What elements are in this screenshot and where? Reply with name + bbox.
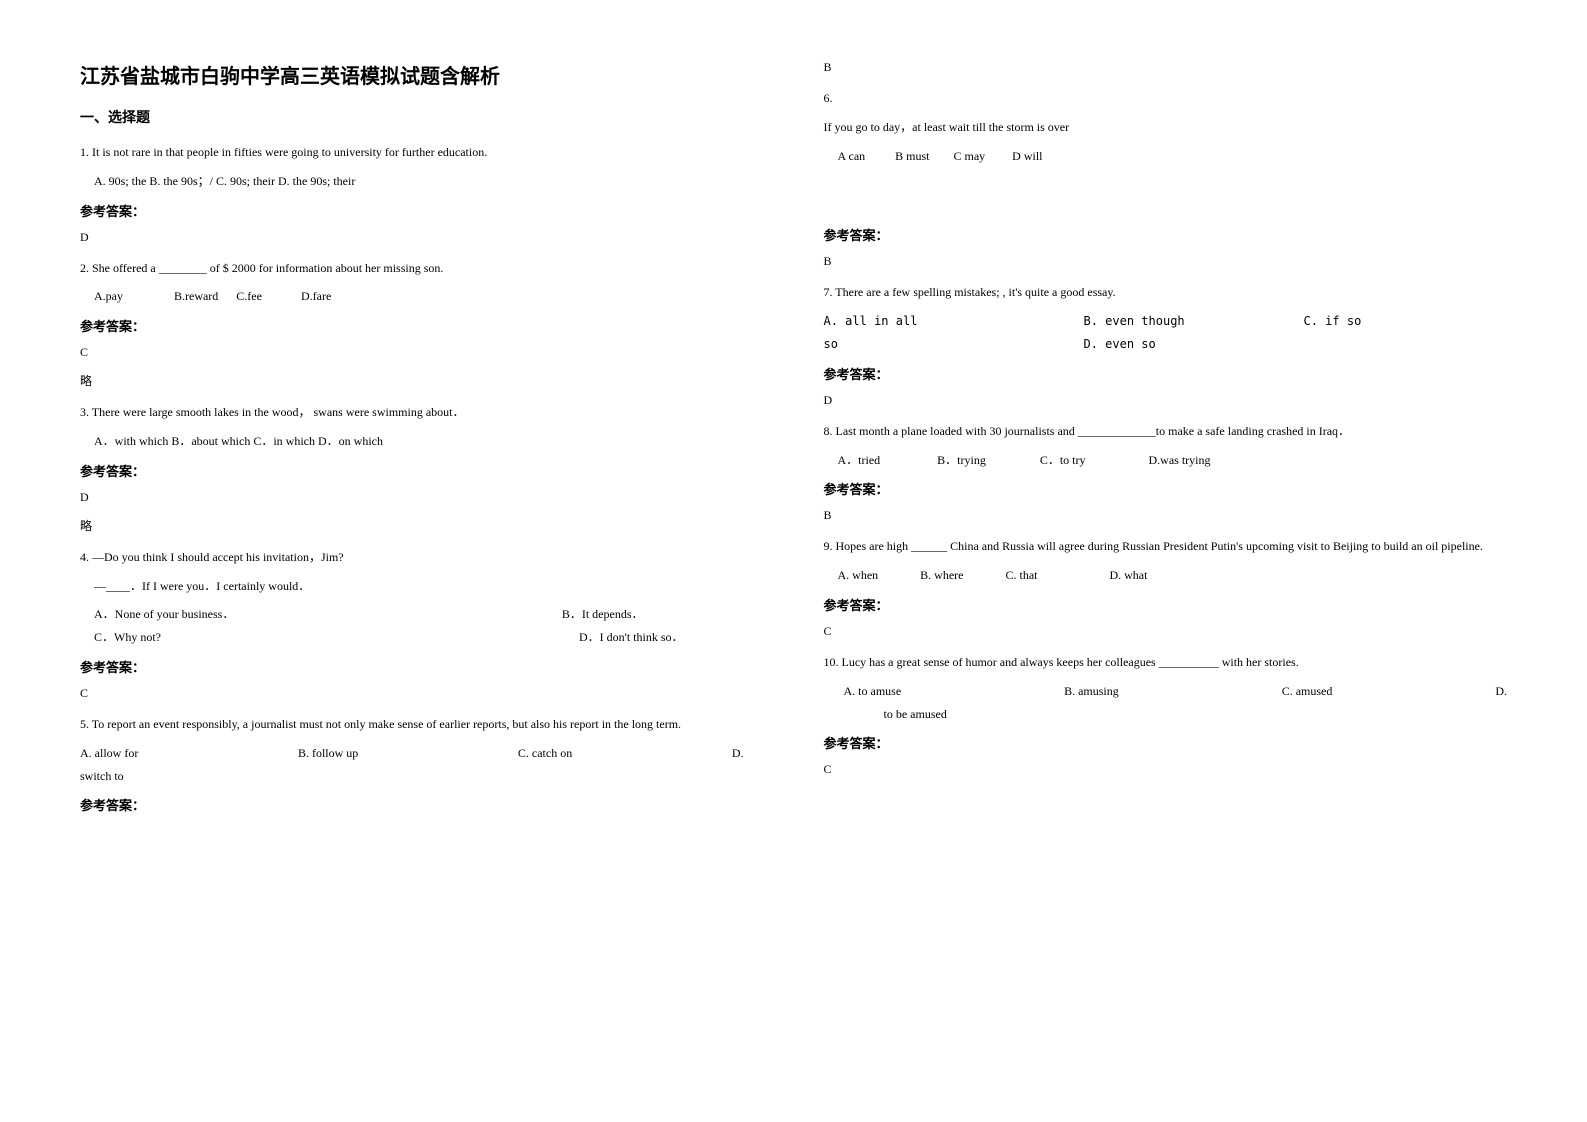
q10-answer-label: 参考答案：	[824, 733, 1508, 752]
q1-options: A. 90s; the B. the 90s；/ C. 90s; their D…	[80, 170, 744, 193]
q5-text: 5. To report an event responsibly, a jou…	[80, 713, 744, 736]
q5-answer-label: 参考答案：	[80, 795, 744, 814]
q10-optA: A. to amuse	[844, 680, 902, 703]
q1-answer-label: 参考答案：	[80, 201, 744, 220]
section-header: 一、选择题	[80, 107, 744, 127]
q7-optD: D. even so	[1084, 333, 1156, 356]
q6-num: 6.	[824, 87, 1508, 110]
q7-answer-label: 参考答案：	[824, 364, 1508, 383]
q7-text: 7. There are a few spelling mistakes; , …	[824, 281, 1508, 304]
q8-answer-label: 参考答案：	[824, 479, 1508, 498]
q10-optD-rest: to be amused	[824, 703, 1508, 726]
q8-options: A．tried B．trying C．to try D.was trying	[824, 449, 1508, 472]
page-title: 江苏省盐城市白驹中学高三英语模拟试题含解析	[80, 60, 744, 89]
q7-optB: B. even though	[1084, 310, 1304, 333]
q5-optD-rest: switch to	[80, 765, 744, 788]
q9-answer: C	[824, 624, 1508, 639]
q4-optB: B．It depends．	[562, 603, 644, 626]
right-column: B 6. If you go to day，at least wait till…	[794, 0, 1587, 1122]
q5-answer: B	[824, 60, 1508, 75]
q8-text: 8. Last month a plane loaded with 30 jou…	[824, 420, 1508, 443]
q9-options: A. when B. where C. that D. what	[824, 564, 1508, 587]
q6-options: A can B must C may D will	[824, 145, 1508, 168]
q3-answer: D	[80, 490, 744, 505]
q6-text: If you go to day，at least wait till the …	[824, 116, 1508, 139]
q10-options-row: A. to amuse B. amusing C. amused D.	[824, 680, 1508, 703]
q7-options-row2: so D. even so	[824, 333, 1508, 356]
q4-options-row1: A．None of your business． B．It depends．	[80, 603, 744, 626]
q2-answer: C	[80, 345, 744, 360]
q3-note: 略	[80, 517, 744, 534]
q2-options: A.pay B.reward C.fee D.fare	[80, 285, 744, 308]
q4-optC: C．Why not?	[94, 626, 161, 649]
q10-optC: C. amused	[1282, 680, 1333, 703]
q3-text: 3. There were large smooth lakes in the …	[80, 401, 744, 424]
q6-answer: B	[824, 254, 1508, 269]
q5-optB: B. follow up	[298, 742, 358, 765]
q1-answer: D	[80, 230, 744, 245]
q4-line2: —____．If I were you．I certainly would．	[80, 575, 744, 598]
q5-optA: A. allow for	[80, 742, 138, 765]
q2-answer-label: 参考答案：	[80, 316, 744, 335]
q5-options-row: A. allow for B. follow up C. catch on D.	[80, 742, 744, 765]
q4-optD: D．I don't think so．	[579, 626, 684, 649]
q7-so: so	[824, 333, 1084, 356]
q7-options-row1: A. all in all B. even though C. if so	[824, 310, 1508, 333]
q1-text: 1. It is not rare in that people in fift…	[80, 141, 744, 164]
q6-answer-label: 参考答案：	[824, 225, 1508, 244]
q4-optA: A．None of your business．	[94, 603, 234, 626]
q7-answer: D	[824, 393, 1508, 408]
q2-text: 2. She offered a ________ of $ 2000 for …	[80, 257, 744, 280]
q10-text: 10. Lucy has a great sense of humor and …	[824, 651, 1508, 674]
q10-optDprefix: D.	[1495, 680, 1507, 703]
q9-text: 9. Hopes are high ______ China and Russi…	[824, 535, 1508, 558]
q8-answer: B	[824, 508, 1508, 523]
q2-note: 略	[80, 372, 744, 389]
q4-answer: C	[80, 686, 744, 701]
q3-options: A．with which B．about which C．in which D．…	[80, 430, 744, 453]
q4-options-row2: C．Why not? D．I don't think so．	[80, 626, 744, 649]
q9-answer-label: 参考答案：	[824, 595, 1508, 614]
q5-optDprefix: D.	[732, 742, 744, 765]
q7-optA: A. all in all	[824, 310, 1084, 333]
q3-answer-label: 参考答案：	[80, 461, 744, 480]
left-column: 江苏省盐城市白驹中学高三英语模拟试题含解析 一、选择题 1. It is not…	[0, 0, 794, 1122]
q7-optC: C. if so	[1304, 310, 1362, 333]
q10-optB: B. amusing	[1064, 680, 1119, 703]
q4-answer-label: 参考答案：	[80, 657, 744, 676]
q4-line1: 4. —Do you think I should accept his inv…	[80, 546, 744, 569]
q5-optC: C. catch on	[518, 742, 572, 765]
q10-answer: C	[824, 762, 1508, 777]
